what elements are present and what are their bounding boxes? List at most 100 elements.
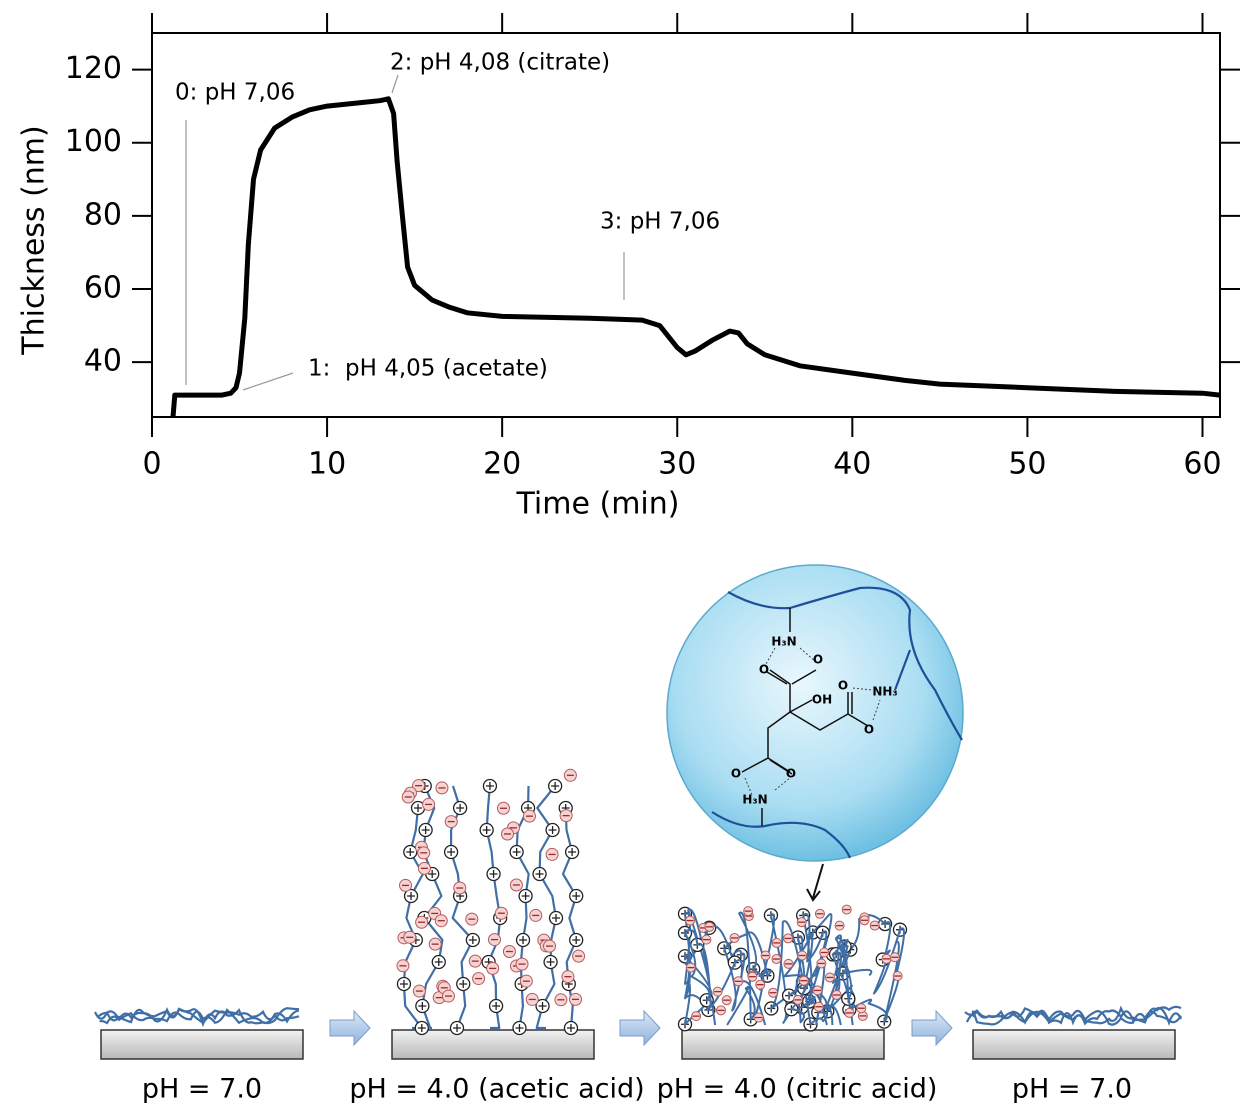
anion [685, 915, 696, 926]
data-line [170, 96, 1221, 418]
anion [856, 1003, 867, 1014]
atom-label: H₃N [771, 635, 796, 649]
anion [743, 906, 754, 917]
atom-label: OH [812, 693, 832, 707]
polymer-chain [515, 785, 530, 1030]
annotation: 0: pH 7,06 [175, 80, 295, 106]
anion [401, 790, 415, 804]
bond [789, 692, 869, 731]
anion [857, 1010, 868, 1021]
anion [715, 1005, 726, 1016]
cation-sign [512, 848, 521, 856]
h-bond [765, 647, 817, 665]
anion [869, 920, 880, 931]
y-tick-label: 40 [84, 344, 122, 379]
cation-sign [551, 782, 560, 790]
cation [403, 844, 418, 860]
bond [789, 699, 813, 713]
cation-sign [406, 848, 415, 856]
anion [771, 937, 782, 948]
anion [509, 878, 523, 892]
atom-label: O [731, 767, 741, 781]
anion [816, 958, 827, 969]
cation [564, 844, 580, 860]
x-tick-label: 0 [142, 447, 161, 482]
cation [532, 866, 547, 882]
annotation: 2: pH 4,08 (citrate) [390, 50, 610, 76]
substrate [100, 1029, 304, 1060]
atom-label: O [786, 767, 796, 781]
anion [428, 937, 442, 951]
anion [798, 975, 809, 986]
cation [545, 822, 560, 838]
anion [834, 920, 845, 931]
cation-sign [459, 980, 468, 988]
anion [572, 949, 586, 963]
pointer-arrow [806, 863, 824, 902]
anion [844, 1007, 855, 1018]
anion [814, 908, 825, 919]
anion [704, 921, 715, 932]
anion [472, 972, 486, 986]
process-arrow [329, 1009, 371, 1047]
annotation: 3: pH 7,06 [600, 209, 720, 235]
anion [501, 827, 515, 841]
cation [515, 932, 531, 948]
diagram: pH = 7.0 pH = 4.0 (acetic acid) pH = 4.0 (… [94, 564, 1182, 1105]
cation-sign [468, 936, 477, 944]
cation [569, 888, 584, 904]
caption: pH = 4.0 (acetic acid) [349, 1074, 644, 1105]
anion [468, 954, 482, 968]
cation-sign [572, 936, 581, 944]
anion [831, 989, 842, 1000]
anion [525, 992, 539, 1006]
x-tick-label: 50 [1008, 447, 1046, 482]
anion [486, 961, 500, 975]
x-tick-label: 20 [483, 447, 521, 482]
inset-chain [711, 811, 852, 859]
anion [685, 962, 696, 973]
y-axis-label: Thickness (nm) [17, 125, 52, 355]
anion [889, 952, 900, 963]
anion [755, 979, 766, 990]
anion [487, 933, 501, 947]
polymer-chain [788, 912, 828, 1026]
anion [502, 945, 516, 959]
caption: pH = 7.0 [142, 1074, 262, 1105]
cation-sign [428, 870, 437, 878]
anion [519, 974, 533, 988]
anion [494, 906, 508, 920]
anion [563, 768, 577, 782]
cation [418, 822, 433, 838]
cation [479, 822, 494, 838]
polymer-chain [684, 927, 767, 1026]
cation [443, 844, 459, 860]
process-arrow [619, 1009, 661, 1047]
polymer-chain [485, 785, 502, 1030]
cation [414, 1020, 429, 1036]
cation-sign [535, 870, 544, 878]
anion [465, 912, 479, 926]
process-arrow [911, 1009, 953, 1047]
polymer-chain [831, 934, 873, 1026]
inset-chain [893, 649, 912, 691]
cation [403, 888, 419, 904]
substrate [391, 1029, 595, 1060]
cation [482, 778, 498, 794]
atom-label: O [838, 679, 848, 693]
anion [771, 954, 782, 965]
anion [554, 993, 568, 1007]
bond [766, 669, 817, 712]
anion [797, 950, 808, 961]
cation [548, 910, 564, 926]
cation [543, 954, 558, 970]
x-tick-label: 60 [1183, 447, 1221, 482]
anion [417, 846, 431, 860]
anion [403, 930, 417, 944]
anion [812, 985, 823, 996]
anion [515, 957, 529, 971]
anion [396, 959, 410, 973]
x-tick-label: 30 [658, 447, 696, 482]
h-bond [852, 687, 881, 721]
anion [881, 953, 892, 964]
